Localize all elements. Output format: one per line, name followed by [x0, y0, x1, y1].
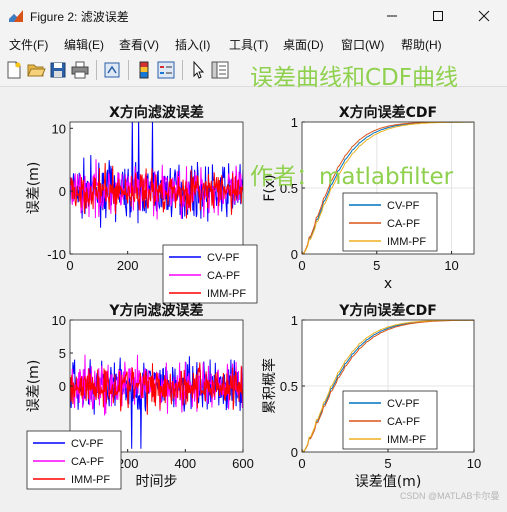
maximize-icon: [433, 11, 443, 21]
minimize-icon: [387, 15, 397, 17]
legend: CV-PF CA-PF IMM-PF: [162, 244, 258, 304]
x-tick-label: 400: [174, 456, 196, 471]
x-axis-label: 误差值(m): [355, 474, 422, 490]
export-icon[interactable]: [102, 60, 122, 80]
x-axis-label: x: [384, 276, 392, 292]
series-group: [70, 122, 243, 228]
chart-title: Y方向误差CDF: [338, 302, 437, 319]
legend-label: CV-PF: [71, 438, 104, 450]
menu-edit[interactable]: 编辑(E): [64, 38, 104, 52]
toolbar-separator: [96, 60, 97, 80]
chart-x_cdf: 0 5 10 0 0.5 1 X方向误差CDF x F(x) CV-PF CA-PF IMM-PF: [262, 104, 475, 292]
y-tick-label: 1: [291, 313, 298, 328]
chart-title: X方向滤波误差: [109, 104, 204, 121]
legend-label: IMM-PF: [207, 288, 246, 300]
legend-label: CA-PF: [207, 270, 240, 282]
print-icon[interactable]: [70, 60, 90, 80]
chart-y_cdf: 0 5 10 0 0.5 1 Y方向误差CDF 误差值(m) 累积概率 CV-PF CA-PF IMM…: [261, 302, 481, 490]
series-group: [70, 354, 243, 449]
axes-box: [69, 121, 244, 255]
legend: CV-PF CA-PF IMM-PF: [342, 390, 438, 450]
matlab-logo-icon: [9, 10, 23, 22]
y-tick-label: 10: [52, 121, 66, 136]
title-bar: Figure 2: 滤波误差: [0, 0, 507, 32]
close-button[interactable]: [461, 0, 507, 32]
series-line-imm-pf: [70, 362, 243, 415]
chart-title: X方向误差CDF: [339, 104, 437, 121]
x-tick-label: 0: [298, 456, 305, 471]
legend-icon[interactable]: [156, 60, 176, 80]
menu-desktop[interactable]: 桌面(D): [283, 38, 324, 52]
y-tick-label: 0: [291, 247, 298, 262]
save-icon[interactable]: [48, 60, 68, 80]
chart-title: Y方向滤波误差: [108, 302, 203, 319]
menu-help[interactable]: 帮助(H): [401, 38, 442, 52]
menu-insert[interactable]: 插入(I): [175, 38, 211, 52]
y-tick-label: 1: [291, 115, 298, 130]
x-tick-label: 10: [444, 258, 458, 273]
x-axis-label: 时间步: [136, 474, 178, 490]
window-title: Figure 2: 滤波误差: [30, 10, 129, 24]
x-tick-label: 200: [117, 456, 139, 471]
y-tick-label: 0: [291, 445, 298, 460]
figure-canvas: 0 200 -10 0 10 X方向滤波误差 误差(m) CV-PF CA-PF IMM-PF 0 5…: [0, 87, 507, 507]
watermark-title: 误差曲线和CDF曲线: [250, 65, 458, 91]
new-file-icon[interactable]: [4, 60, 24, 80]
menu-bar: 文件(F) 编辑(E) 查看(V) 插入(I) 工具(T) 桌面(D) 窗口(W…: [0, 32, 507, 54]
colorbar-icon[interactable]: [134, 60, 154, 80]
y-tick-label: 10: [52, 313, 66, 328]
legend-label: CA-PF: [387, 218, 420, 230]
menu-tools[interactable]: 工具(T): [229, 38, 269, 52]
x-tick-label: 5: [373, 258, 380, 273]
open-folder-icon[interactable]: [26, 60, 46, 80]
toolbar: [0, 54, 507, 87]
series-line-imm-pf: [70, 162, 243, 219]
y-tick-label: -10: [47, 247, 66, 262]
menu-view[interactable]: 查看(V): [119, 38, 159, 52]
property-editor-icon[interactable]: [210, 60, 230, 80]
y-axis-label: 累积概率: [261, 358, 278, 414]
y-axis-label: 误差(m): [26, 360, 42, 413]
x-tick-label: 5: [384, 456, 391, 471]
legend-label: CA-PF: [71, 456, 104, 468]
x-tick-label: 200: [117, 258, 139, 273]
x-tick-label: 0: [298, 258, 305, 273]
toolbar-separator: [182, 60, 183, 80]
watermark-author: 作者：matlabfilter: [250, 164, 454, 190]
legend: CV-PF CA-PF IMM-PF: [342, 192, 438, 252]
legend-label: CA-PF: [387, 416, 420, 428]
maximize-button[interactable]: [415, 0, 461, 32]
y-tick-label: 0.5: [280, 379, 298, 394]
csdn-watermark: CSDN @MATLAB卡尔曼: [400, 491, 500, 501]
legend-label: CV-PF: [387, 200, 420, 212]
legend-box: [26, 430, 122, 490]
menu-window[interactable]: 窗口(W): [341, 38, 385, 52]
minimize-button[interactable]: [369, 0, 415, 32]
y-tick-label: 0: [59, 379, 66, 394]
y-tick-label: 5: [59, 346, 66, 361]
y-tick-label: 0.5: [280, 181, 298, 196]
legend-label: IMM-PF: [387, 434, 426, 446]
close-icon: [478, 10, 490, 22]
y-tick-label: 0: [59, 184, 66, 199]
chart-y_error: 02004006000510Y方向滤波误差时间步误差(m)CV-PFCA-PFI…: [26, 302, 254, 490]
legend-label: CV-PF: [387, 398, 420, 410]
y-axis-label: F(x): [262, 174, 278, 201]
x-tick-label: 10: [467, 456, 481, 471]
y-axis-label: 误差(m): [26, 162, 42, 215]
menu-file[interactable]: 文件(F): [9, 38, 49, 52]
x-tick-label: 0: [66, 258, 73, 273]
x-tick-label: 600: [232, 456, 254, 471]
legend-label: IMM-PF: [71, 474, 110, 486]
legend-label: CV-PF: [207, 252, 240, 264]
pointer-icon[interactable]: [188, 60, 208, 80]
legend: CV-PF CA-PF IMM-PF: [26, 430, 122, 490]
legend-label: IMM-PF: [387, 236, 426, 248]
toolbar-separator: [128, 60, 129, 80]
